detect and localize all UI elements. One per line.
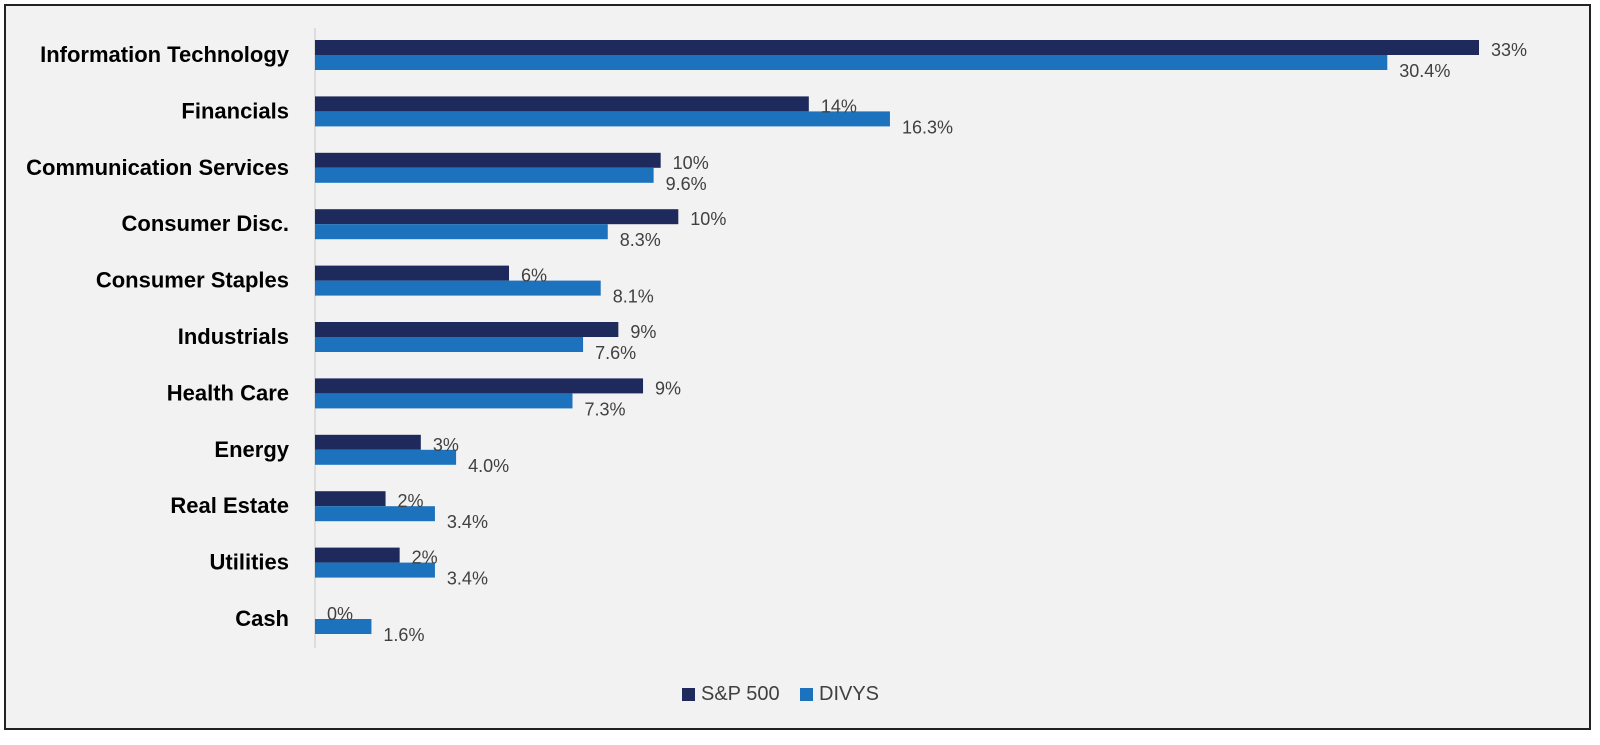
category-label-utilities: Utilities bbox=[210, 550, 289, 575]
category-label-industrials: Industrials bbox=[178, 324, 289, 349]
value-label-divys-health-care: 7.3% bbox=[584, 399, 625, 419]
value-label-sandp-500-communication-services: 10% bbox=[673, 153, 709, 173]
value-label-sandp-500-real-estate: 2% bbox=[398, 491, 424, 511]
legend: S&P 500 DIVYS bbox=[682, 683, 879, 705]
category-label-cash: Cash bbox=[235, 606, 289, 631]
value-label-sandp-500-information-technology: 33% bbox=[1491, 40, 1527, 60]
bar-divys-utilities bbox=[315, 562, 435, 578]
value-label-divys-information-technology: 30.4% bbox=[1399, 61, 1450, 81]
bar-divys-consumer-staples bbox=[315, 280, 601, 296]
value-labels: 33%30.4%14%16.3%10%9.6%10%8.3%6%8.1%9%7.… bbox=[327, 40, 1527, 645]
category-label-health-care: Health Care bbox=[167, 380, 289, 405]
value-label-divys-financials: 16.3% bbox=[902, 117, 953, 137]
bar-sandp-500-consumer-disc bbox=[315, 209, 679, 225]
bar-divys-energy bbox=[315, 449, 457, 465]
value-label-sandp-500-health-care: 9% bbox=[655, 378, 681, 398]
bar-sandp-500-real-estate bbox=[315, 491, 386, 507]
value-label-divys-consumer-staples: 8.1% bbox=[613, 287, 654, 307]
bar-divys-consumer-disc bbox=[315, 224, 608, 240]
value-label-sandp-500-energy: 3% bbox=[433, 435, 459, 455]
category-labels: Information Technology Financials Communic… bbox=[26, 42, 290, 631]
value-label-divys-cash: 1.6% bbox=[383, 625, 424, 645]
bar-sandp-500-information-technology bbox=[315, 40, 1479, 55]
bar-sandp-500-energy bbox=[315, 434, 421, 450]
bar-divys-financials bbox=[315, 111, 890, 127]
category-label-consumer-disc: Consumer Disc. bbox=[122, 211, 290, 236]
bar-divys-health-care bbox=[315, 393, 573, 409]
bars bbox=[315, 40, 1479, 634]
value-label-sandp-500-cash: 0% bbox=[327, 604, 353, 624]
legend-label-sandp-500: S&P 500 bbox=[701, 683, 780, 705]
bar-divys-communication-services bbox=[315, 167, 654, 183]
bar-divys-industrials bbox=[315, 337, 584, 352]
category-label-information-technology: Information Technology bbox=[40, 42, 290, 67]
value-label-sandp-500-consumer-staples: 6% bbox=[521, 266, 547, 286]
bar-divys-cash bbox=[315, 619, 372, 634]
value-label-sandp-500-industrials: 9% bbox=[630, 322, 656, 342]
legend-swatch-divys bbox=[800, 688, 813, 701]
bar-sandp-500-consumer-staples bbox=[315, 265, 509, 281]
category-label-consumer-staples: Consumer Staples bbox=[96, 268, 289, 293]
legend-swatch-sandp-500 bbox=[682, 688, 695, 701]
value-label-divys-utilities: 3.4% bbox=[447, 569, 488, 589]
sector-allocation-chart: Information Technology Financials Communic… bbox=[26, 28, 1527, 705]
category-label-real-estate: Real Estate bbox=[170, 493, 289, 518]
bar-sandp-500-financials bbox=[315, 96, 809, 112]
value-label-sandp-500-utilities: 2% bbox=[412, 548, 438, 568]
value-label-divys-real-estate: 3.4% bbox=[447, 512, 488, 532]
bar-sandp-500-industrials bbox=[315, 322, 619, 337]
bar-divys-real-estate bbox=[315, 506, 435, 522]
value-label-divys-communication-services: 9.6% bbox=[666, 174, 707, 194]
bar-divys-information-technology bbox=[315, 55, 1388, 70]
legend-label-divys: DIVYS bbox=[819, 683, 879, 705]
category-label-energy: Energy bbox=[214, 437, 289, 462]
bar-sandp-500-communication-services bbox=[315, 152, 661, 168]
bar-sandp-500-utilities bbox=[315, 547, 400, 563]
value-label-sandp-500-consumer-disc: 10% bbox=[690, 209, 726, 229]
chart-frame: Information Technology Financials Communic… bbox=[4, 4, 1591, 730]
value-label-divys-consumer-disc: 8.3% bbox=[620, 230, 661, 250]
value-label-divys-industrials: 7.6% bbox=[595, 343, 636, 363]
bar-sandp-500-health-care bbox=[315, 378, 644, 394]
category-label-financials: Financials bbox=[181, 98, 289, 123]
value-label-divys-energy: 4.0% bbox=[468, 456, 509, 476]
category-label-communication-services: Communication Services bbox=[26, 155, 289, 180]
value-label-sandp-500-financials: 14% bbox=[821, 96, 857, 116]
